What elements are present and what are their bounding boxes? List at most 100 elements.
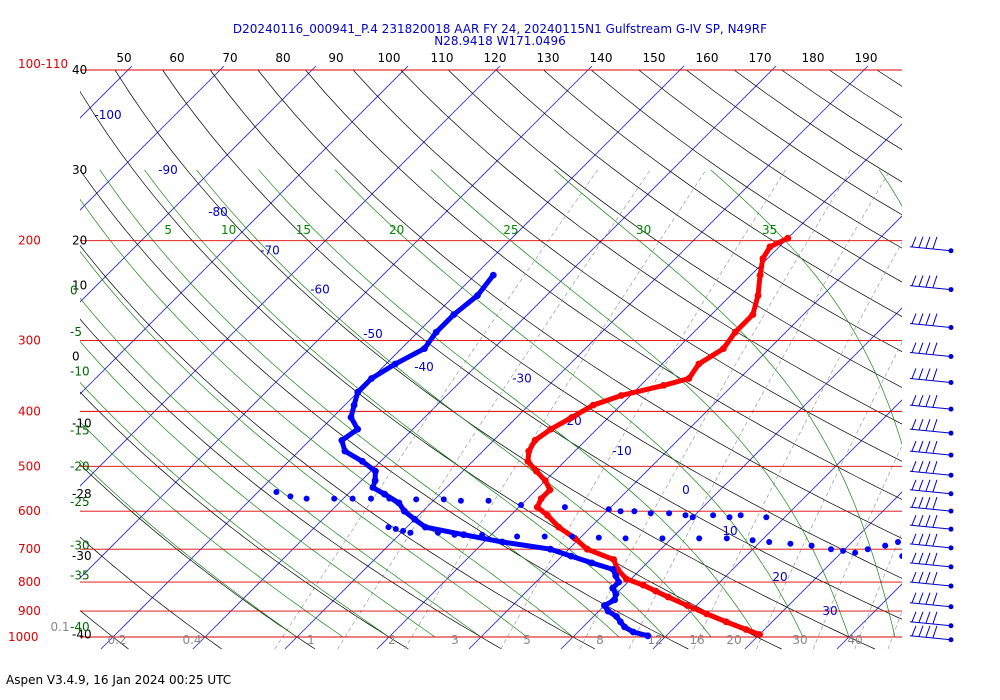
mixing-ratio-bottom-label: 1 (307, 633, 315, 647)
wind-barb-feather (918, 394, 924, 406)
isotherm-line (80, 66, 593, 579)
dewpoint-scatter-point (514, 533, 521, 540)
dry-adiabat-line (114, 69, 876, 650)
moist-adiabat-line (879, 169, 902, 207)
dry-adiabat-line (305, 69, 902, 500)
wind-barb-feather (925, 342, 931, 354)
dewpoint-scatter-point (808, 542, 815, 549)
dewpoint-scatter-point (407, 529, 414, 536)
wind-barb-staff (909, 450, 952, 456)
isotherm-line (80, 66, 409, 395)
wind-barb-feather (932, 275, 938, 288)
height-label: 20 (72, 234, 87, 248)
dewpoint-scatter-point (385, 524, 392, 531)
isotherm-line (80, 66, 317, 303)
top-axis-label: 160 (696, 51, 719, 65)
top-axis-label: 70 (222, 51, 237, 65)
wind-barb-staff (909, 635, 952, 641)
isotherm-label: 20 (772, 570, 787, 584)
dewpoint-scatter-point (287, 493, 294, 500)
dry-adiabat-line (590, 69, 902, 283)
isotherm-line (560, 307, 902, 650)
moist-adiabat-line (144, 169, 666, 638)
chart-grid (0, 57, 902, 650)
dewpoint-scatter-point (840, 547, 847, 554)
mixing-ratio-bottom-label: 5 (523, 633, 531, 647)
wind-barb-feather (925, 313, 931, 325)
wind-barb-feather (925, 515, 931, 527)
wind-barb-staff (909, 285, 952, 291)
dry-adiabat-line (209, 69, 902, 579)
dry-adiabat-label: -5 (70, 325, 82, 339)
top-axis-label: 90 (328, 51, 343, 65)
dewpoint-scatter-point (957, 560, 963, 566)
mixing-ratio-bottom-label: 2 (388, 633, 396, 647)
wind-barb-feather (918, 514, 924, 526)
wind-barb-feather (911, 552, 917, 564)
wind-barb-feather (925, 275, 931, 287)
moist-adiabat-line (554, 169, 896, 638)
moist-adiabat-line (258, 169, 758, 638)
wind-barb-feather (925, 592, 931, 605)
chart-title-line1: D20240116_000941_P.4 231820018 AAR FY 24… (233, 22, 767, 36)
isotherm-label: 0 (682, 483, 690, 497)
wind-barb-feather (925, 552, 931, 565)
wind-barb-feather (932, 394, 938, 408)
dry-adiabat-line (781, 69, 902, 151)
mixing-ratio-bottom-label: 12 (647, 633, 662, 647)
dry-adiabat-line (162, 69, 902, 620)
wind-barb-feather (918, 342, 924, 354)
dewpoint-scatter-point (666, 510, 673, 517)
wind-barb-feather (932, 625, 938, 638)
dewpoint-scatter-point (392, 526, 399, 532)
dewpoint-scatter-point (696, 535, 703, 542)
wind-barb-feather (911, 496, 917, 508)
wind-barb-dot (948, 430, 954, 436)
dry-adiabat-label: -30 (70, 539, 90, 553)
isotherm-line (80, 66, 225, 211)
dewpoint-scatter-point (400, 527, 407, 534)
top-axis-label: 180 (802, 51, 825, 65)
wind-barb-feather (918, 592, 924, 604)
wind-barb-feather (918, 571, 924, 583)
isotherm-label: -60 (310, 283, 330, 297)
dewpoint-scatter-point (413, 496, 420, 503)
wind-barb-feather (932, 440, 938, 454)
wind-barb-feather (932, 533, 938, 546)
isotherm-line (192, 66, 777, 650)
mixing-ratio-bottom-label: 8 (596, 633, 604, 647)
dewpoint-scatter-point (749, 537, 756, 544)
wind-barb-staff (909, 524, 952, 530)
mixing-ratio-bottom-label: 40 (847, 633, 862, 647)
wind-barb-feather (925, 625, 931, 638)
dewpoint-scatter-point (631, 508, 638, 515)
wind-barb-dot (948, 583, 954, 589)
dewpoint-scatter-point (787, 540, 794, 547)
dry-adiabat-line (495, 69, 902, 353)
moist-adiabat-line (80, 198, 574, 638)
top-axis-label: 60 (169, 51, 184, 65)
mixing-ratio-line (887, 610, 902, 650)
isotherm-line (652, 399, 902, 650)
wind-barb-dot (948, 354, 954, 360)
wind-barb-dot (948, 623, 954, 629)
dewpoint-scatter-point (828, 546, 834, 553)
top-axis-label: 50 (116, 51, 131, 65)
mixing-ratio-bottom-label: 0.1 (50, 620, 69, 634)
top-axis-label: 170 (749, 51, 772, 65)
wind-barb-feather (918, 461, 924, 472)
mixing-ratio-label: 20 (389, 223, 404, 237)
height-label: 10 (72, 279, 87, 293)
wind-barb-feather (911, 394, 917, 406)
wind-barb-dot (948, 325, 954, 331)
height-label: -30 (72, 549, 92, 563)
mixing-ratio-bottom-label: 3 (451, 633, 459, 647)
isotherm-line (0, 57, 49, 649)
dry-adiabat-label: -20 (70, 459, 90, 473)
wind-barb-feather (932, 236, 938, 249)
pressure-label: 200 (18, 234, 41, 248)
wind-barb-staff (909, 621, 952, 627)
wind-barb-feather (925, 394, 931, 407)
wind-barb-feather (911, 533, 917, 545)
